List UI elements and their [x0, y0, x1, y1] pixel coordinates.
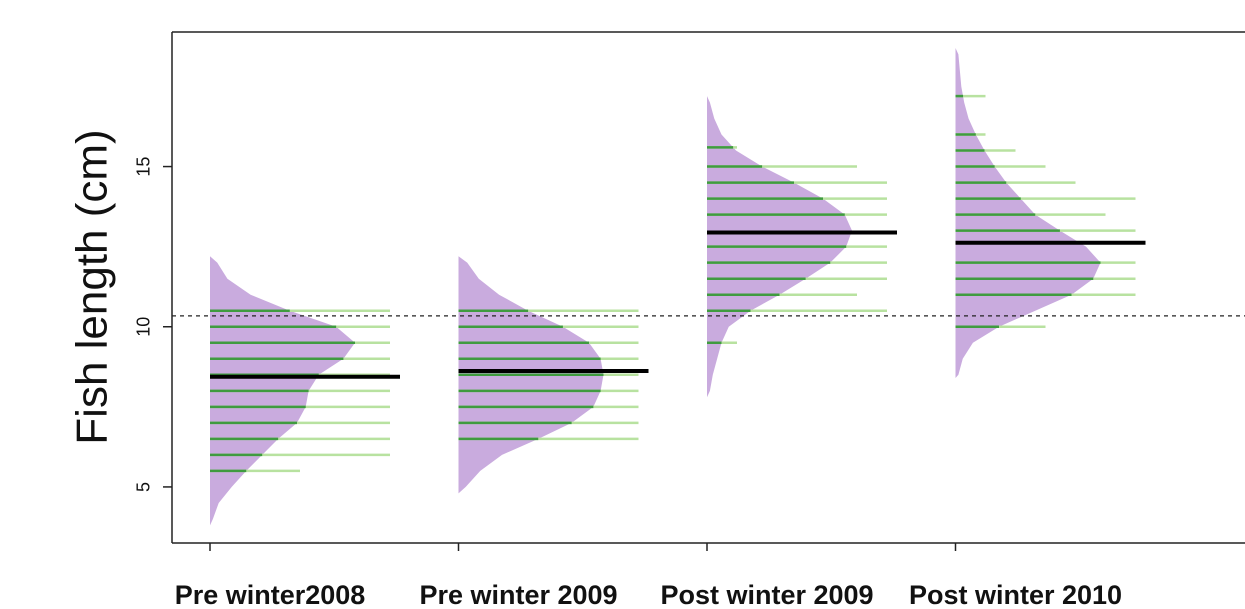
x-tick-label: Post winter 2009 [660, 580, 873, 609]
y-tick-label: 15 [134, 157, 154, 177]
y-axis-label: Fish length (cm) [68, 129, 117, 444]
y-tick-label: 5 [134, 482, 154, 492]
x-tick-label: Pre winter2008 [175, 580, 366, 609]
density [955, 48, 1101, 379]
x-tick-label: Post winter 2010 [909, 580, 1122, 609]
x-tick-label: Pre winter 2009 [419, 580, 617, 609]
plot-frame [171, 31, 1245, 544]
y-tick-label: 10 [134, 317, 154, 337]
